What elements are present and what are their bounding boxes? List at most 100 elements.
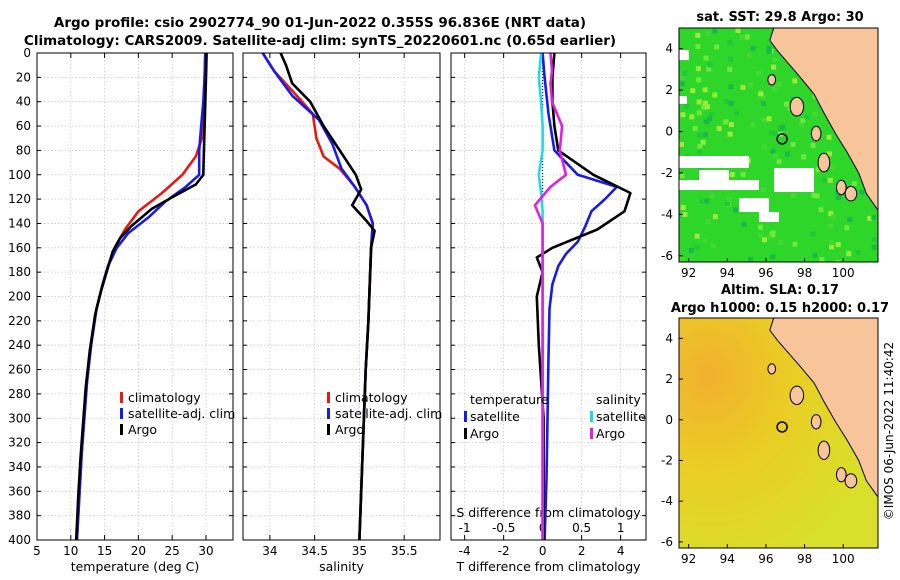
sst-cell (728, 122, 734, 128)
x-tick-label: -4 (459, 544, 471, 558)
map_sla-panel: 92 94 96 98 100 4 2 0 -2 -4 -6 (661, 317, 879, 566)
y-tick-label: 200 (8, 290, 31, 304)
sst-cell (859, 189, 865, 195)
sst-cell (739, 34, 745, 40)
sst-cell (697, 132, 703, 138)
sst-cell (815, 167, 821, 173)
y-tick-label: 400 (8, 533, 31, 547)
sst-cell (707, 62, 713, 68)
sst-cell (696, 99, 702, 105)
y-tick-label: 120 (8, 192, 31, 206)
map-lat-tick-label: 4 (665, 42, 673, 56)
sst-cell (790, 142, 796, 148)
sst-cell (830, 214, 836, 220)
x-tick-label: 20 (131, 544, 146, 558)
x-tick-label: -2 (498, 544, 510, 558)
island (835, 467, 847, 483)
x-tick-label: 2 (578, 544, 586, 558)
sst-cell (714, 44, 720, 50)
sst-cell (792, 78, 798, 84)
top-tick-label: -1 (459, 521, 471, 535)
sst-cell (696, 110, 702, 116)
sst-cell (702, 238, 708, 244)
sst-cell (784, 101, 790, 107)
sst-cell (701, 104, 707, 110)
argo-location-marker (776, 421, 788, 433)
x-axis-label: temperature (deg C) (71, 559, 200, 574)
series-climatology (75, 52, 207, 541)
island (789, 96, 805, 117)
sst-cell (819, 257, 825, 262)
sst-cell (792, 241, 798, 247)
series-s-argo (533, 52, 568, 540)
island (810, 414, 822, 430)
sst-cell (744, 34, 750, 40)
legend-title-salinity: salinity (596, 392, 641, 407)
sst-cell (772, 131, 778, 137)
sst-cell (740, 84, 746, 90)
top-tick-label: 1 (617, 521, 625, 535)
map-lon-tick-label: 94 (720, 266, 735, 280)
sst-cell (761, 187, 767, 193)
sst-cell (855, 249, 861, 255)
sst-cell (694, 244, 700, 250)
legend-swatch (327, 408, 330, 419)
sst-cell (740, 172, 746, 178)
sst-cell (679, 141, 685, 147)
sst-cell (705, 219, 711, 225)
sst-cell (728, 84, 734, 90)
argo-location-marker (776, 133, 788, 145)
cloud-gap (739, 198, 769, 212)
x-tick-label: 25 (165, 544, 180, 558)
sst-cell (724, 98, 730, 104)
sst-cell (761, 101, 767, 107)
sst-cell (835, 242, 841, 248)
island (810, 125, 822, 142)
sst-cell (772, 57, 778, 63)
sst-cell (780, 124, 786, 130)
sst-cell (821, 177, 827, 183)
island (817, 152, 831, 173)
x-tick-label: 34 (262, 544, 277, 558)
legend-label: Argo (596, 426, 625, 441)
island (767, 74, 777, 86)
legend-label: Argo (470, 426, 499, 441)
sst-cell (729, 171, 735, 177)
island (817, 440, 831, 460)
y-tick-label: 80 (16, 143, 31, 157)
legend-label: satellite-adj. clim (335, 406, 442, 421)
sst-cell (712, 92, 718, 98)
sla-map-title-line-2: Argo h1000: 0.15 h2000: 0.17 (670, 301, 890, 316)
island (844, 185, 858, 202)
legend-label: Argo (128, 422, 157, 437)
sst-cell (695, 32, 701, 38)
y-tick-label: 340 (8, 460, 31, 474)
sst-cell (835, 259, 841, 262)
sst-cell (776, 81, 782, 87)
sst-cell (760, 94, 766, 100)
legend-swatch (120, 392, 123, 403)
sst-cell (827, 177, 833, 183)
sst-cell (697, 149, 703, 155)
legend-swatch (327, 392, 330, 403)
sst-cell (766, 116, 772, 122)
y-tick-label: 100 (8, 168, 31, 182)
sst-map-title: sat. SST: 29.8 Argo: 30 (696, 10, 864, 25)
map-lat-tick-label: 2 (665, 83, 673, 97)
sst-cell (798, 122, 804, 128)
sst-cell (812, 111, 818, 117)
sst-cell (771, 64, 777, 70)
sst-cell (688, 247, 694, 253)
map-lon-tick-label: 100 (832, 552, 855, 566)
sst-cell (758, 91, 764, 97)
sst-cell (814, 193, 820, 199)
y-tick-label: 360 (8, 484, 31, 498)
x-tick-label: 0 (539, 544, 547, 558)
map_sst-panel: 92 94 96 98 100 4 2 0 -2 -4 -6 (661, 27, 879, 280)
sst-cell (746, 52, 752, 58)
sst-cell (712, 214, 718, 220)
panel-2: 34 34.5 35 35.5 salinity climatologysatellite… (242, 52, 442, 574)
sst-cell (828, 223, 834, 229)
sst-cell (778, 240, 784, 246)
